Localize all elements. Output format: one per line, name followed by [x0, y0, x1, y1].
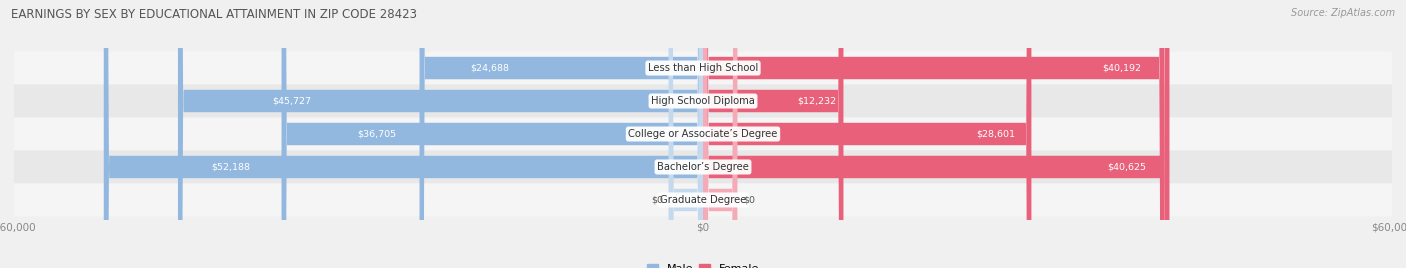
FancyBboxPatch shape — [703, 0, 844, 268]
Text: $28,601: $28,601 — [976, 129, 1015, 139]
FancyBboxPatch shape — [14, 84, 1392, 117]
Text: $0: $0 — [744, 195, 755, 204]
Text: $0: $0 — [651, 195, 662, 204]
FancyBboxPatch shape — [14, 117, 1392, 151]
FancyBboxPatch shape — [703, 0, 738, 268]
Text: Source: ZipAtlas.com: Source: ZipAtlas.com — [1291, 8, 1395, 18]
FancyBboxPatch shape — [14, 184, 1392, 217]
FancyBboxPatch shape — [281, 0, 703, 268]
Text: Bachelor’s Degree: Bachelor’s Degree — [657, 162, 749, 172]
Text: $45,727: $45,727 — [273, 96, 312, 106]
Text: $36,705: $36,705 — [357, 129, 396, 139]
FancyBboxPatch shape — [419, 0, 703, 268]
Text: $40,625: $40,625 — [1107, 162, 1146, 172]
FancyBboxPatch shape — [14, 51, 1392, 84]
Text: High School Diploma: High School Diploma — [651, 96, 755, 106]
Text: $24,688: $24,688 — [471, 64, 509, 73]
Text: Graduate Degree: Graduate Degree — [659, 195, 747, 205]
Text: College or Associate’s Degree: College or Associate’s Degree — [628, 129, 778, 139]
Text: $12,232: $12,232 — [797, 96, 837, 106]
FancyBboxPatch shape — [703, 0, 1164, 268]
FancyBboxPatch shape — [179, 0, 703, 268]
Text: Less than High School: Less than High School — [648, 63, 758, 73]
Text: $40,192: $40,192 — [1102, 64, 1142, 73]
Text: $52,188: $52,188 — [212, 162, 250, 172]
FancyBboxPatch shape — [104, 0, 703, 268]
FancyBboxPatch shape — [669, 0, 703, 268]
Text: EARNINGS BY SEX BY EDUCATIONAL ATTAINMENT IN ZIP CODE 28423: EARNINGS BY SEX BY EDUCATIONAL ATTAINMEN… — [11, 8, 418, 21]
FancyBboxPatch shape — [703, 0, 1170, 268]
Legend: Male, Female: Male, Female — [647, 264, 759, 268]
FancyBboxPatch shape — [703, 0, 1032, 268]
FancyBboxPatch shape — [14, 151, 1392, 184]
